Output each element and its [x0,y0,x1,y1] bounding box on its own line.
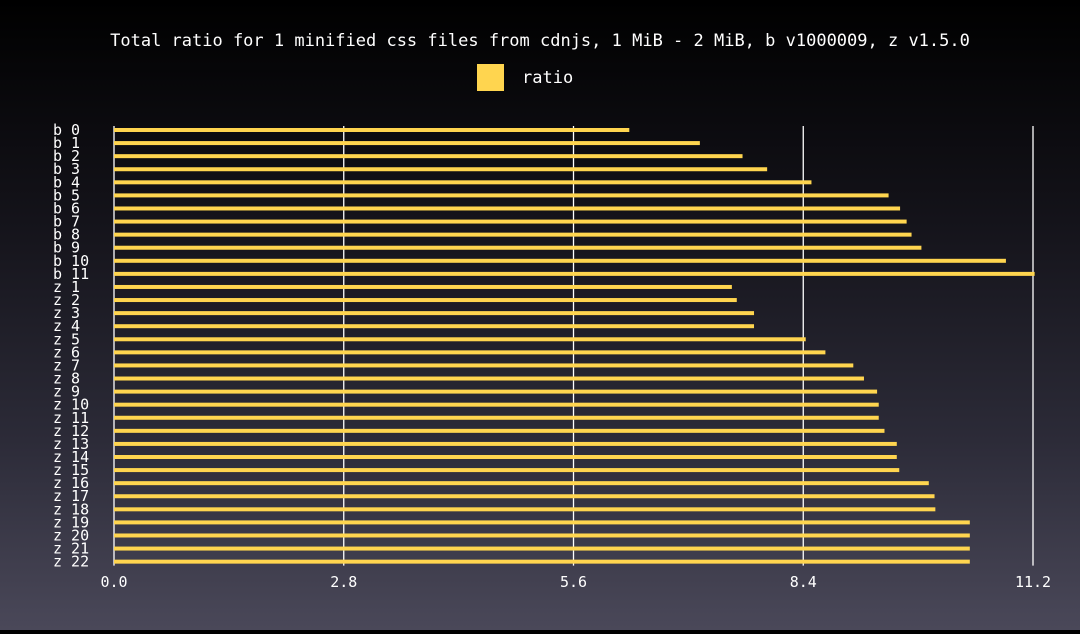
bar-z-13 [114,441,897,446]
bars [114,128,1035,564]
bar-b-7 [114,219,907,224]
x-tick-label-4: 11.2 [1015,573,1051,591]
category-label-b-8: b 8 [53,226,80,244]
category-label-z-3: z 3 [53,304,80,322]
legend-label: ratio [522,68,573,88]
x-tick-label-0: 0.0 [100,573,127,591]
category-label-b-2: b 2 [53,147,80,165]
legend-swatch [477,64,504,91]
category-label-z-6: z 6 [53,343,80,361]
bar-z-16 [114,481,929,486]
category-label-z-19: z 19 [53,513,89,531]
category-label-z-18: z 18 [53,500,89,518]
chart-title: Total ratio for 1 minified css files fro… [110,31,970,51]
bar-b-4 [114,180,812,185]
category-label-z-1: z 1 [53,278,80,296]
category-label-z-10: z 10 [53,396,89,414]
bar-b-8 [114,232,912,237]
bar-z-17 [114,494,935,499]
bar-b-2 [114,154,743,159]
bar-z-1 [114,284,732,289]
bar-z-9 [114,389,878,394]
category-label-b-4: b 4 [53,173,80,191]
category-label-b-6: b 6 [53,199,80,217]
bar-z-4 [114,324,755,329]
x-tick-label-1: 2.8 [330,573,357,591]
category-label-b-9: b 9 [53,239,80,257]
bar-b-10 [114,258,1006,263]
category-label-z-20: z 20 [53,526,89,544]
bar-b-9 [114,245,922,250]
category-label-z-4: z 4 [53,317,80,335]
category-label-z-17: z 17 [53,487,89,505]
category-label-z-8: z 8 [53,370,80,388]
category-label-z-2: z 2 [53,291,80,309]
category-label-z-21: z 21 [53,540,89,558]
bar-z-2 [114,298,737,303]
x-tick-label-2: 5.6 [560,573,587,591]
bar-z-14 [114,455,897,459]
category-label-b-11: b 11 [53,265,89,283]
x-tick-label-3: 8.4 [790,573,817,591]
category-label-b-10: b 10 [53,252,89,270]
category-label-z-14: z 14 [53,448,89,466]
x-axis-ticks: 0.0 2.8 5.6 8.4 11.2 [100,573,1051,591]
bar-z-10 [114,402,879,407]
category-label-z-7: z 7 [53,356,80,374]
y-axis-labels: b 0b 1b 2b 3b 4b 5b 6b 7b 8b 9b 10b 11z … [53,121,89,571]
bar-z-20 [114,533,970,538]
bar-z-18 [114,507,936,512]
category-label-z-11: z 11 [53,409,89,427]
bar-b-11 [114,271,1035,276]
bar-b-0 [114,128,630,132]
bar-z-15 [114,468,900,473]
bar-z-7 [114,363,854,368]
bar-z-8 [114,376,864,381]
category-label-z-16: z 16 [53,474,89,492]
bar-b-1 [114,141,700,146]
category-label-b-7: b 7 [53,213,80,231]
category-label-b-3: b 3 [53,160,80,178]
bar-z-3 [114,311,755,316]
category-label-b-0: b 0 [53,121,80,139]
bar-z-21 [114,546,970,551]
bar-z-22 [114,559,970,564]
bar-z-12 [114,428,885,433]
category-label-z-22: z 22 [53,553,89,571]
category-label-b-5: b 5 [53,186,80,204]
bar-z-6 [114,350,826,355]
category-label-z-13: z 13 [53,435,89,453]
bar-z-5 [114,337,806,342]
bar-z-11 [114,415,879,420]
bar-z-19 [114,520,970,525]
category-label-b-1: b 1 [53,134,80,152]
gridlines [113,126,1034,566]
category-label-z-5: z 5 [53,330,80,348]
bar-b-5 [114,193,889,198]
category-label-z-15: z 15 [53,461,89,479]
bar-b-6 [114,206,901,211]
category-label-z-12: z 12 [53,422,89,440]
bar-b-3 [114,167,768,172]
legend: ratio [477,64,573,91]
category-label-z-9: z 9 [53,383,80,401]
